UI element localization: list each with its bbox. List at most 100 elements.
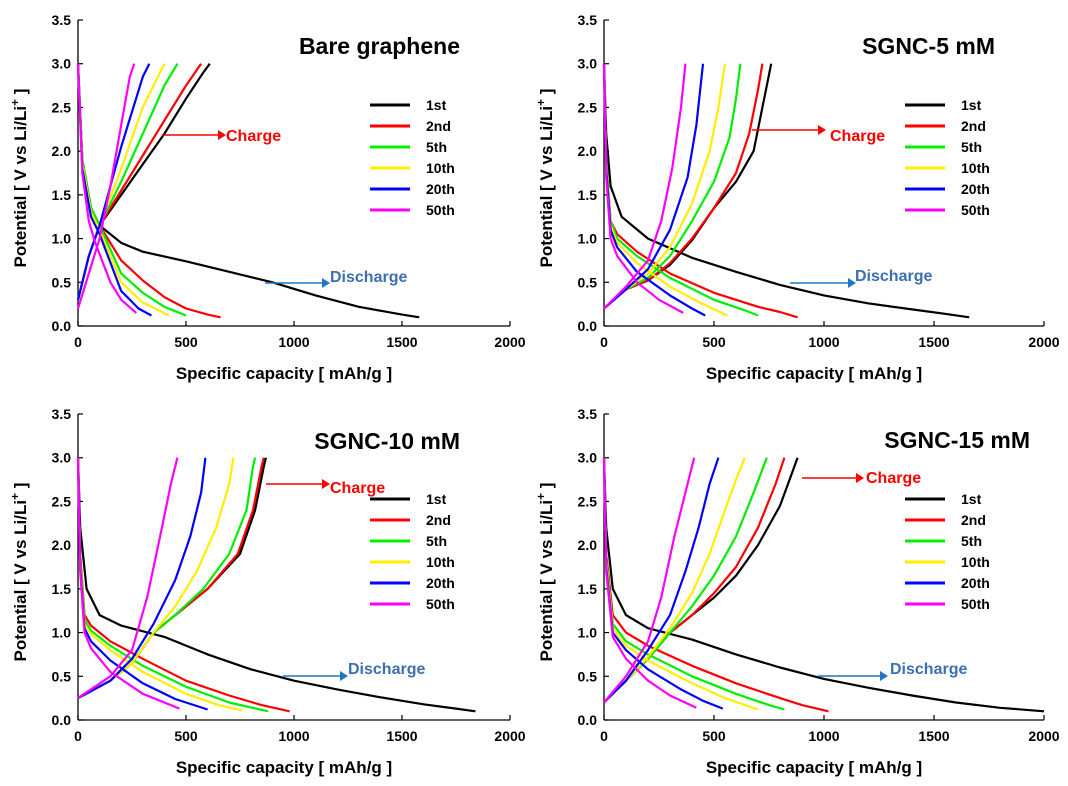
x-axis-label: Specific capacity [ mAh/g ]: [706, 758, 922, 777]
charge-arrow-head: [322, 479, 330, 489]
discharge-arrow-head: [340, 671, 348, 681]
series-10th-discharge-line: [76, 457, 243, 712]
series-10th-charge-line: [603, 63, 727, 310]
x-axis-label: Specific capacity [ mAh/g ]: [176, 364, 392, 383]
charge-annotation: Charge: [330, 480, 385, 497]
series-50th-charge-line: [603, 457, 696, 704]
legend-label: 50th: [961, 202, 990, 218]
legend-label: 50th: [426, 596, 455, 612]
y-tick-label: 3.0: [52, 450, 72, 466]
y-tick-label: 0.0: [52, 712, 72, 728]
series-5th-discharge-line: [602, 457, 785, 711]
series-1st-discharge-line: [602, 457, 1045, 713]
legend-label: 10th: [961, 554, 990, 570]
y-axis-label: Potential [ V vs Li/Li+ ]: [534, 483, 556, 662]
y-tick-label: 2.0: [52, 537, 72, 553]
y-tick-label: 3.0: [578, 450, 598, 466]
x-tick-label: 1500: [386, 334, 417, 350]
series-1st-charge-line: [77, 457, 267, 700]
series-50th-discharge-line: [602, 457, 697, 709]
legend-label: 2nd: [961, 512, 986, 528]
series-20th-charge-line: [603, 63, 705, 310]
y-tick-label: 1.0: [578, 625, 598, 641]
y-tick-label: 2.0: [578, 537, 598, 553]
legend-label: 20th: [426, 181, 455, 197]
series-2nd-charge-line: [603, 63, 764, 310]
x-axis-label: Specific capacity [ mAh/g ]: [176, 758, 392, 777]
legend-label: 50th: [426, 202, 455, 218]
y-tick-label: 3.0: [578, 56, 598, 72]
y-tick-label: 1.5: [578, 581, 598, 597]
series-20th-charge-line: [603, 457, 720, 704]
legend-label: 2nd: [961, 118, 986, 134]
series-1st-charge-line: [76, 63, 211, 301]
chart-title: Bare graphene: [299, 33, 460, 59]
chart-title: SGNC-10 mM: [314, 428, 460, 454]
series-20th-discharge-line: [602, 63, 706, 317]
x-axis-label: Specific capacity [ mAh/g ]: [706, 364, 922, 383]
x-tick-label: 1000: [278, 728, 309, 744]
y-tick-label: 1.5: [578, 187, 598, 203]
series-10th-charge-line: [603, 457, 746, 704]
y-tick-label: 0.5: [52, 668, 72, 684]
series-2nd-charge-line: [76, 63, 203, 301]
chart-title: SGNC-5 mM: [862, 33, 995, 59]
series-50th-charge-line: [77, 457, 179, 700]
discharge-arrow-head: [880, 671, 888, 681]
y-tick-label: 1.0: [578, 231, 598, 247]
series-2nd-discharge-line: [602, 457, 829, 713]
x-tick-label: 2000: [494, 334, 525, 350]
y-tick-label: 2.5: [52, 99, 72, 115]
series-5th-charge-line: [603, 63, 742, 310]
legend-label: 20th: [426, 575, 455, 591]
y-tick-label: 0.0: [578, 712, 598, 728]
charge-annotation: Charge: [226, 128, 281, 145]
y-tick-label: 3.5: [578, 12, 598, 28]
series-50th-discharge-line: [602, 63, 684, 314]
legend-label: 2nd: [426, 512, 451, 528]
x-tick-label: 500: [174, 728, 198, 744]
legend-label: 1st: [426, 491, 447, 507]
discharge-arrow-head: [322, 278, 330, 288]
series-50th-charge-line: [76, 63, 136, 309]
discharge-annotation: Discharge: [855, 268, 932, 285]
discharge-annotation: Discharge: [890, 661, 967, 678]
y-tick-label: 2.0: [52, 143, 72, 159]
chart-panel-1: 0.0 0.5 1.0 1.5 2.0 2.5 3.0 3.5 0 500 1000 1500 2000…: [8, 12, 526, 383]
series-2nd-charge-line: [77, 457, 265, 700]
y-tick-label: 0.5: [52, 274, 72, 290]
charge-annotation: Charge: [830, 128, 885, 145]
legend-label: 20th: [961, 575, 990, 591]
series-2nd-discharge-line: [76, 63, 221, 319]
y-tick-label: 0.5: [578, 668, 598, 684]
y-tick-label: 3.5: [52, 12, 72, 28]
legend-label: 5th: [961, 533, 982, 549]
legend-label: 5th: [426, 533, 447, 549]
x-tick-label: 0: [74, 334, 82, 350]
series-1st-discharge-line: [602, 63, 970, 319]
legend-label: 10th: [426, 160, 455, 176]
x-tick-label: 0: [600, 334, 608, 350]
y-tick-label: 0.0: [578, 318, 598, 334]
chart-panel-2: 0.0 0.5 1.0 1.5 2.0 2.5 3.0 3.5 0 500 1000 1500 2000…: [534, 12, 1060, 383]
legend-label: 2nd: [426, 118, 451, 134]
x-tick-label: 500: [702, 728, 726, 744]
series-50th-discharge-line: [76, 63, 138, 314]
discharge-annotation: Discharge: [348, 661, 425, 678]
legend-label: 50th: [961, 596, 990, 612]
x-tick-label: 1500: [918, 334, 949, 350]
y-tick-label: 1.0: [52, 231, 72, 247]
y-axis-label: Potential [ V vs Li/Li+ ]: [8, 89, 30, 268]
series-10th-discharge-line: [76, 63, 170, 317]
y-tick-label: 2.5: [578, 493, 598, 509]
legend-label: 1st: [426, 97, 447, 113]
x-tick-label: 2000: [1028, 728, 1059, 744]
x-tick-label: 2000: [494, 728, 525, 744]
charge-annotation: Charge: [866, 470, 921, 487]
series-50th-discharge-line: [76, 457, 180, 710]
x-tick-label: 500: [174, 334, 198, 350]
charge-arrow-head: [818, 125, 826, 135]
legend-label: 20th: [961, 181, 990, 197]
legend-label: 1st: [961, 491, 982, 507]
series-20th-charge-line: [77, 457, 207, 700]
